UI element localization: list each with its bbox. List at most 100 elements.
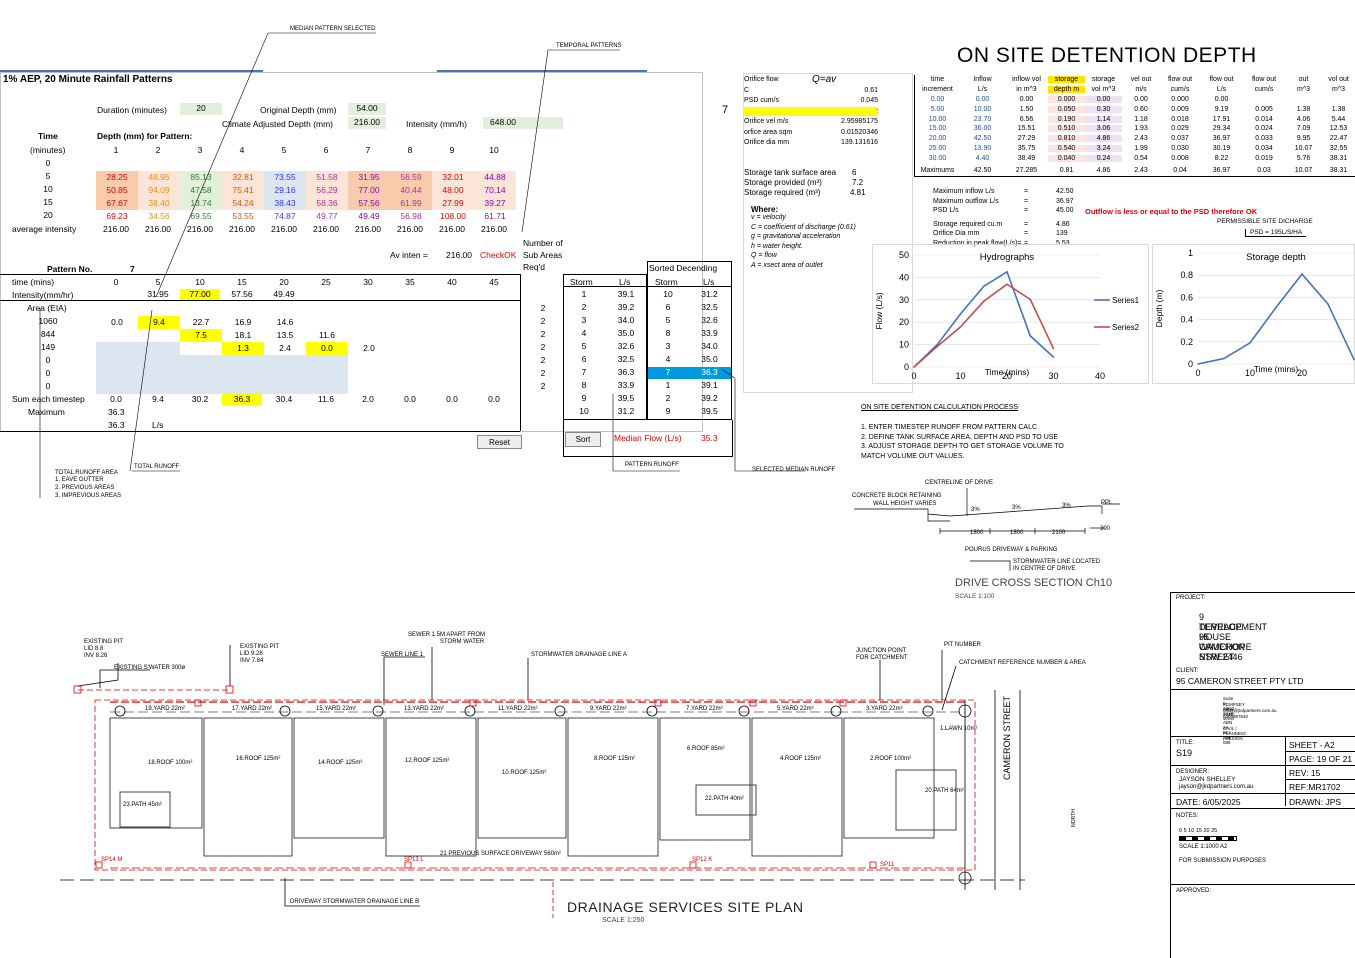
time-mins-cell: 35 bbox=[405, 277, 415, 287]
prev-drive-label: 21 PREVIOUS SURFACE DRIVEWAY 560m² bbox=[440, 851, 561, 857]
sorted-flow: 32.6 bbox=[701, 315, 718, 325]
sorted-flow: 35.0 bbox=[701, 354, 718, 364]
x-tick-label: 20 bbox=[1297, 368, 1307, 378]
osd-cell: 0.008 bbox=[1171, 154, 1189, 162]
osd-cell[interactable]: 10.00 bbox=[973, 105, 992, 113]
area-value[interactable]: 0 bbox=[45, 368, 51, 378]
ppl-label: PPL bbox=[1101, 500, 1113, 506]
rev-label: REV: 15 bbox=[1289, 768, 1321, 778]
sum-cell: 0.0 bbox=[404, 394, 416, 404]
area-value[interactable]: 0 bbox=[45, 355, 51, 365]
sorted-flow: 33.9 bbox=[701, 328, 718, 338]
pit-label: SP14 M bbox=[101, 857, 123, 863]
osd-cell: 3.06 bbox=[1085, 125, 1122, 133]
section-title: DRIVE CROSS SECTION Ch10 bbox=[955, 577, 1113, 589]
area-runoff-cell bbox=[96, 355, 138, 368]
median-value: 35.3 bbox=[701, 433, 718, 443]
storm-number: 9 bbox=[581, 393, 587, 403]
osd-header-unit: cum/s bbox=[1254, 86, 1274, 93]
lid-2-label: LID 9.28 bbox=[240, 651, 263, 657]
pattern-cell: 69.55 bbox=[190, 211, 212, 221]
pattern-header: 9 bbox=[449, 145, 455, 155]
callout-area2: 2. PREVIOUS AREAS bbox=[55, 485, 115, 491]
company-line: ABN 24 551 356 086 bbox=[1223, 720, 1233, 745]
pattern-cell: 50.85 bbox=[96, 184, 138, 197]
osd-max-cell: 36.97 bbox=[1212, 167, 1231, 174]
roof-label: 10.ROOF 125m² bbox=[502, 770, 547, 776]
reset-button[interactable]: Reset bbox=[477, 435, 522, 449]
orig-depth-label: Original Depth (mm) bbox=[260, 105, 337, 115]
osd-cell: 0.029 bbox=[1171, 125, 1189, 133]
sorted-storm: 2 bbox=[665, 393, 671, 403]
approved-label: APPROVED: bbox=[1176, 888, 1212, 894]
sub-area-count: 2 bbox=[540, 381, 546, 391]
storm-number: 2 bbox=[581, 302, 587, 312]
osd-header: storage bbox=[1048, 76, 1085, 83]
area-value[interactable]: 844 bbox=[40, 329, 56, 339]
driveway-line-label: DRIVEWAY STORMWATER DRAINAGE LINE B bbox=[290, 899, 420, 905]
tank-value[interactable]: 6 bbox=[852, 168, 857, 177]
y-tick-label: 0 bbox=[1188, 359, 1193, 369]
osd-cell[interactable]: 4.40 bbox=[975, 154, 990, 162]
data-point bbox=[1353, 358, 1355, 361]
summary-label: Maximum inflow L/s bbox=[933, 188, 995, 195]
area-runoff-cell bbox=[264, 355, 306, 368]
pattern-no-value[interactable]: 7 bbox=[130, 264, 135, 274]
osd-cell: 30.19 bbox=[1212, 145, 1231, 152]
intensity-cell: 49.49 bbox=[273, 289, 295, 299]
sorted-ls-header: L/s bbox=[703, 277, 715, 287]
storm-table-frame bbox=[563, 274, 647, 420]
pattern-cell: 56.29 bbox=[306, 184, 348, 197]
pattern-cell: 85.13 bbox=[180, 171, 222, 184]
osd-header: out bbox=[1298, 76, 1309, 83]
osd-header-unit: vol m^3 bbox=[1091, 86, 1116, 93]
max-value: 36.3 bbox=[108, 407, 125, 417]
osd-cell[interactable]: 23.70 bbox=[973, 115, 992, 123]
duration-value[interactable]: 20 bbox=[180, 103, 222, 115]
osd-cell[interactable]: 13.90 bbox=[973, 145, 992, 152]
data-point bbox=[1052, 347, 1055, 350]
y-tick-label: 40 bbox=[899, 272, 909, 282]
plan-scale: SCALE 1:250 bbox=[602, 917, 645, 924]
page-label: PAGE: 19 OF 21 bbox=[1289, 754, 1353, 764]
pattern-cell: 74.87 bbox=[274, 211, 296, 221]
pit-number-label: PIT NUMBER bbox=[944, 642, 981, 648]
osd-cell[interactable]: 42.50 bbox=[973, 135, 992, 143]
sum-cell: 36.3 bbox=[222, 393, 262, 405]
for-catch-label: FOR CATCHMENT bbox=[856, 655, 908, 661]
osd-cell: 1.38 bbox=[1331, 105, 1346, 113]
area-value[interactable]: 149 bbox=[40, 342, 56, 352]
area-value[interactable]: 0 bbox=[45, 381, 51, 391]
summary-equals: = bbox=[1024, 239, 1029, 247]
osd-max-cell: 4.86 bbox=[1096, 167, 1111, 174]
osd-cell: 4.86 bbox=[1085, 135, 1122, 143]
orig-depth-value[interactable]: 54.00 bbox=[348, 103, 386, 115]
osd-cell[interactable]: 0.00 bbox=[975, 96, 990, 103]
summary-label: Reduction in peak flow(L/s)= bbox=[933, 239, 1022, 247]
data-point bbox=[1006, 271, 1008, 273]
osd-cell: 0.190 bbox=[1048, 115, 1085, 123]
time-mins-cell: 40 bbox=[447, 277, 457, 287]
junction-label: JUNCTION POINT bbox=[856, 648, 907, 654]
company-line: Suite 5-19/12 Smith street bbox=[1223, 696, 1235, 721]
storm-flow: 35.0 bbox=[617, 328, 635, 338]
avg-cell: 216.00 bbox=[355, 224, 381, 234]
y-tick-label: 0 bbox=[904, 362, 909, 372]
callout-median: MEDIAN PATTERN SELECTED bbox=[290, 26, 376, 32]
runoff-bottom-rule bbox=[0, 431, 520, 432]
psd-text: PSD = 195L/S/HA bbox=[1245, 229, 1307, 237]
osd-cell[interactable]: 36.00 bbox=[973, 125, 992, 133]
svg-text:CAMERON STREET: CAMERON STREET bbox=[1002, 695, 1012, 780]
sort-button[interactable]: Sort bbox=[565, 432, 601, 447]
x-tick-label: 20 bbox=[1002, 371, 1012, 381]
required-value: 4.81 bbox=[850, 188, 866, 197]
osd-cell: 3.24 bbox=[1085, 145, 1122, 152]
osd-cell: 0.034 bbox=[1255, 145, 1273, 152]
storm-number: 6 bbox=[581, 354, 587, 364]
sum-cell: 11.6 bbox=[318, 394, 334, 404]
area-value[interactable]: 1060 bbox=[38, 316, 58, 326]
summary-value: 5.53 bbox=[1056, 239, 1070, 247]
notes-label: NOTES: bbox=[1176, 813, 1199, 819]
osd-cell: 6.56 bbox=[1019, 115, 1034, 123]
